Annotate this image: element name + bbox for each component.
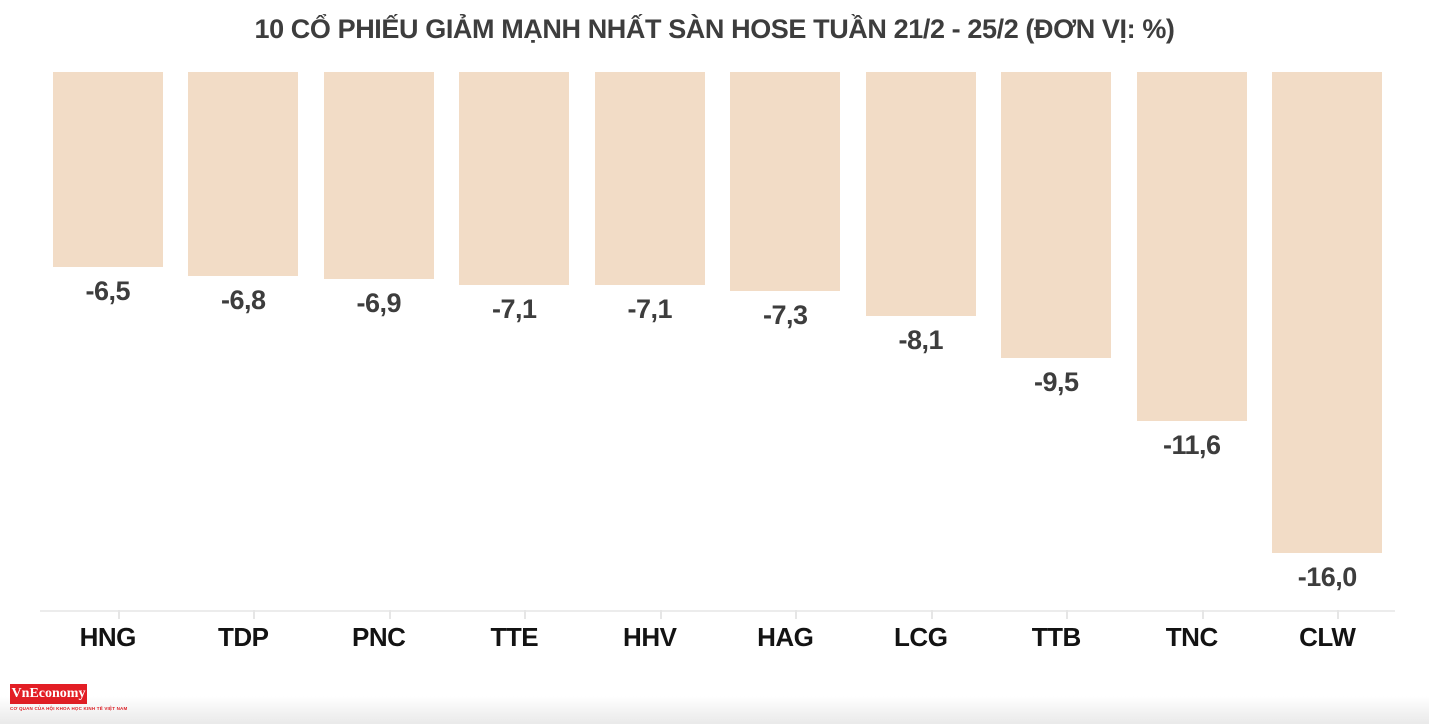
bar-value-label: -7,1 [627, 294, 673, 324]
category-label-lcg: LCG [894, 622, 948, 652]
bar-value-label: -7,1 [491, 294, 537, 324]
axis-tick [117, 610, 120, 619]
bar-tnc [1136, 72, 1247, 421]
bar-pnc [323, 72, 434, 279]
bar-cell-tnc: -11,6 [1124, 72, 1260, 461]
axis-tick [930, 610, 933, 619]
axis-tick [1066, 610, 1069, 619]
category-label-tdp: TDP [218, 622, 269, 652]
bar-value-label: -7,3 [762, 300, 808, 330]
vneconomy-logo: VnEconomy [10, 684, 87, 704]
axis-tick [524, 610, 527, 619]
category-label-clw: CLW [1299, 622, 1356, 652]
bar-cell-tte: -7,1 [447, 72, 583, 325]
bar-cell-lcg: -8,1 [853, 72, 989, 356]
bar-value-label: -6,8 [220, 285, 266, 315]
bar-value-label: -8,1 [898, 325, 944, 355]
category-label-pnc: PNC [352, 622, 406, 652]
bar-hhv [594, 72, 705, 285]
bar-cell-pnc: -6,9 [311, 72, 447, 319]
bar-clw [1272, 72, 1383, 553]
chart-title: 10 CỔ PHIẾU GIẢM MẠNH NHẤT SÀN HOSE TUẦN… [254, 14, 1175, 44]
bar-cell-tdp: -6,8 [176, 72, 312, 316]
category-label-hhv: HHV [623, 622, 677, 652]
bar-hng [52, 72, 163, 267]
bar-cell-clw: -16,0 [1260, 72, 1396, 593]
bar-cell-hhv: -7,1 [582, 72, 718, 325]
bar-cell-ttb: -9,5 [989, 72, 1125, 398]
category-label-ttb: TTB [1031, 622, 1082, 652]
axis-tick [1201, 610, 1204, 619]
bar-chart-plot-area: -6,5 -6,8 -6,9 -7,1 -7,1 -7,3 -8,1 -9,5 -11,6 -16… [40, 72, 1395, 593]
bar-value-label: -9,5 [1033, 367, 1079, 397]
axis-tick [253, 610, 256, 619]
bar-ttb [1001, 72, 1112, 358]
x-axis-category-labels: HNG TDP PNC TTE HHV HAG LCG TTB TNC CLW [40, 622, 1395, 653]
bar-value-label: -11,6 [1162, 430, 1221, 460]
bottom-shadow-gradient [0, 696, 1429, 724]
bar-tte [459, 72, 570, 285]
x-axis-line [40, 610, 1395, 612]
bar-lcg [865, 72, 976, 316]
bar-value-label: -6,5 [85, 276, 131, 306]
category-label-hag: HAG [757, 622, 814, 652]
vneconomy-logo-tagline: CƠ QUAN CỦA HỘI KHOA HỌC KINH TẾ VIỆT NA… [10, 706, 128, 711]
category-label-hng: HNG [79, 622, 137, 652]
axis-tick [659, 610, 662, 619]
bar-value-label: -16,0 [1297, 562, 1358, 592]
category-label-tnc: TNC [1165, 622, 1218, 652]
bar-cell-hag: -7,3 [718, 72, 854, 331]
bar-hag [730, 72, 841, 291]
bar-cell-hng: -6,5 [40, 72, 176, 307]
bar-value-label: -6,9 [356, 288, 402, 318]
axis-tick [795, 610, 798, 619]
bar-tdp [188, 72, 299, 276]
axis-tick [1337, 610, 1340, 619]
category-label-tte: TTE [490, 622, 539, 652]
axis-tick [388, 610, 391, 619]
